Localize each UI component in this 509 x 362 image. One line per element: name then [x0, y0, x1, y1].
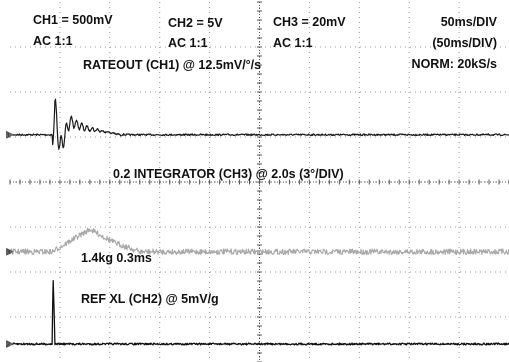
ch3-coupling: AC 1:1: [273, 36, 313, 50]
sample-rate-readout: NORM: 20kS/s: [412, 57, 497, 71]
ch3-trace-label: 0.2 INTEGRATOR (CH3) @ 2.0s (3°/DIV): [113, 167, 344, 181]
ch1-rateout-trace: [9, 98, 509, 150]
ch2-ref-xl-trace: [9, 279, 509, 346]
marker-arrow: [6, 130, 14, 139]
channel-2-marker: 2: [6, 340, 14, 349]
ch3-integrator-trace: [9, 227, 509, 256]
marker-arrow: [6, 247, 14, 256]
timebase-sub-readout: (50ms/DIV): [432, 36, 497, 50]
ch3-scale: CH3 = 20mV: [273, 15, 346, 29]
channel-markers: 1 3 2: [6, 130, 14, 349]
ch2-annotation: 1.4kg 0.3ms: [81, 251, 152, 265]
marker-label: 2: [6, 341, 10, 349]
ch1-trace-label: RATEOUT (CH1) @ 12.5mV/°/s: [83, 58, 261, 72]
graticule: [9, 1, 509, 362]
marker-arrow: [6, 340, 14, 348]
ch2-coupling: AC 1:1: [168, 36, 208, 50]
ch2-scale: CH2 = 5V: [168, 16, 223, 30]
marker-label: 3: [6, 248, 10, 256]
ch1-coupling: AC 1:1: [33, 34, 73, 48]
ch1-scale: CH1 = 500mV: [33, 13, 113, 27]
channel-1-marker: 1: [6, 130, 14, 139]
ch2-trace-label: REF XL (CH2) @ 5mV/g: [81, 292, 219, 306]
marker-label: 1: [6, 131, 10, 139]
channel-3-marker: 3: [6, 247, 14, 256]
timebase-readout: 50ms/DIV: [441, 15, 498, 29]
traces: [9, 98, 509, 346]
